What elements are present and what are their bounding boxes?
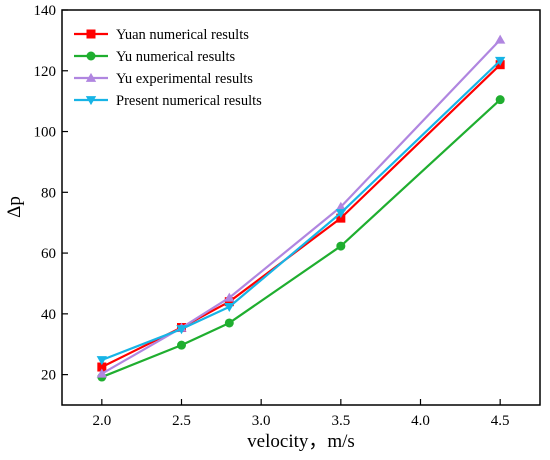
x-tick-label: 3.5 <box>331 413 350 429</box>
x-tick-label: 2.0 <box>92 413 111 429</box>
data-point <box>97 362 107 372</box>
data-point <box>336 241 346 251</box>
data-point <box>96 368 108 378</box>
data-point <box>335 209 347 219</box>
y-axis-title: Δp <box>4 196 25 218</box>
y-tick-label: 40 <box>41 307 56 323</box>
legend-item: Yu numerical results <box>74 49 236 65</box>
series-line <box>101 39 501 375</box>
x-tick-label: 3.0 <box>252 413 271 429</box>
y-tick-label: 120 <box>34 64 57 80</box>
y-tick-label: 140 <box>34 3 57 19</box>
data-point <box>494 34 506 44</box>
legend-marker <box>85 72 97 82</box>
data-point <box>177 340 186 350</box>
legend-label: Yu numerical results <box>116 49 236 65</box>
x-tick-label: 2.5 <box>172 413 191 429</box>
x-tick-label: 4.5 <box>491 413 510 429</box>
axis-ticks: 2.0 2.5 3.0 3.5 4.0 4.5 20 40 60 80 100 120 140 <box>34 3 510 429</box>
data-point <box>224 292 235 302</box>
data-point <box>176 325 187 335</box>
data-point <box>495 95 505 105</box>
legend-label: Yu experimental results <box>116 71 253 87</box>
y-tick-label: 100 <box>34 125 57 141</box>
x-axis-title: velocity，m/s <box>247 431 355 452</box>
legend-label: Yuan numerical results <box>116 27 249 43</box>
legend: Yuan numerical results Yu numerical resul… <box>74 27 262 109</box>
legend-marker <box>86 29 96 39</box>
legend-item: Yu experimental results <box>74 71 253 87</box>
series-3 <box>96 56 506 366</box>
legend-label: Present numerical results <box>116 93 262 109</box>
legend-item: Present numerical results <box>74 93 262 109</box>
data-point <box>224 302 235 313</box>
data-point <box>96 356 108 366</box>
legend-item: Yuan numerical results <box>74 27 249 43</box>
x-tick-label: 4.0 <box>411 413 430 429</box>
data-point <box>224 318 234 328</box>
plot-frame <box>61 9 541 406</box>
legend-marker <box>85 96 97 106</box>
data-point <box>494 56 506 66</box>
y-tick-label: 20 <box>41 368 56 384</box>
series-line <box>101 63 501 369</box>
data-point <box>224 297 234 307</box>
series-layer <box>96 34 506 382</box>
legend-marker <box>86 51 96 61</box>
y-tick-label: 60 <box>41 246 56 262</box>
y-tick-label: 80 <box>41 185 56 201</box>
data-point <box>335 201 347 211</box>
